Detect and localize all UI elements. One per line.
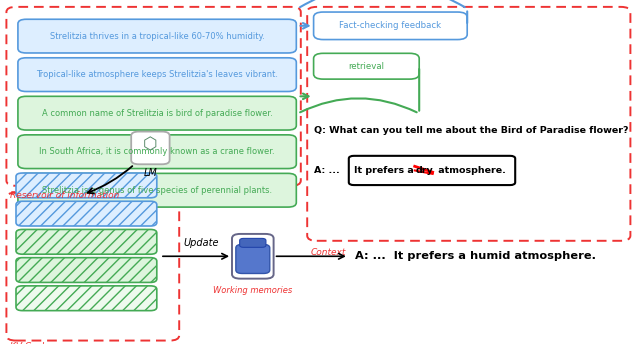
Text: Reservoir of information: Reservoir of information — [10, 191, 119, 200]
Text: Tropical-like atmosphere keeps Strelitzia's leaves vibrant.: Tropical-like atmosphere keeps Strelitzi… — [36, 70, 278, 79]
Text: KV Cache: KV Cache — [10, 342, 52, 344]
Text: Update: Update — [184, 237, 220, 248]
Text: In South Africa, it is commonly known as a crane flower.: In South Africa, it is commonly known as… — [39, 147, 275, 156]
FancyBboxPatch shape — [314, 53, 419, 79]
FancyBboxPatch shape — [16, 258, 157, 282]
Text: retrieval: retrieval — [348, 62, 385, 71]
Text: A common name of Strelitzia is bird of paradise flower.: A common name of Strelitzia is bird of p… — [42, 109, 273, 118]
FancyBboxPatch shape — [314, 12, 467, 40]
FancyBboxPatch shape — [18, 135, 296, 169]
FancyBboxPatch shape — [18, 96, 296, 130]
Text: LM: LM — [143, 168, 157, 178]
FancyBboxPatch shape — [16, 201, 157, 226]
Text: dry: dry — [416, 166, 434, 175]
FancyBboxPatch shape — [18, 173, 296, 207]
Text: A: ...  It prefers a humid atmosphere.: A: ... It prefers a humid atmosphere. — [355, 251, 596, 261]
FancyBboxPatch shape — [232, 234, 274, 279]
FancyBboxPatch shape — [131, 132, 170, 164]
Text: Strelitzia thrives in a tropical-like 60-70% humidity.: Strelitzia thrives in a tropical-like 60… — [50, 32, 264, 41]
Text: atmosphere.: atmosphere. — [435, 166, 506, 175]
Text: Q: What can you tell me about the Bird of Paradise flower?: Q: What can you tell me about the Bird o… — [314, 126, 628, 135]
FancyBboxPatch shape — [240, 238, 266, 247]
Text: Strelitzia is a genus of five species of perennial plants.: Strelitzia is a genus of five species of… — [42, 186, 272, 195]
FancyBboxPatch shape — [16, 173, 157, 198]
FancyBboxPatch shape — [18, 19, 296, 53]
FancyBboxPatch shape — [18, 58, 296, 92]
Text: Working memories: Working memories — [213, 286, 292, 295]
FancyBboxPatch shape — [16, 286, 157, 311]
Text: A: ...: A: ... — [314, 166, 339, 175]
Text: ⬡: ⬡ — [143, 136, 157, 153]
Text: Fact-checking feedback: Fact-checking feedback — [339, 21, 442, 30]
FancyBboxPatch shape — [349, 156, 515, 185]
FancyBboxPatch shape — [236, 244, 270, 273]
Text: Context: Context — [310, 248, 346, 257]
Text: It prefers a: It prefers a — [354, 166, 417, 175]
FancyBboxPatch shape — [16, 229, 157, 254]
